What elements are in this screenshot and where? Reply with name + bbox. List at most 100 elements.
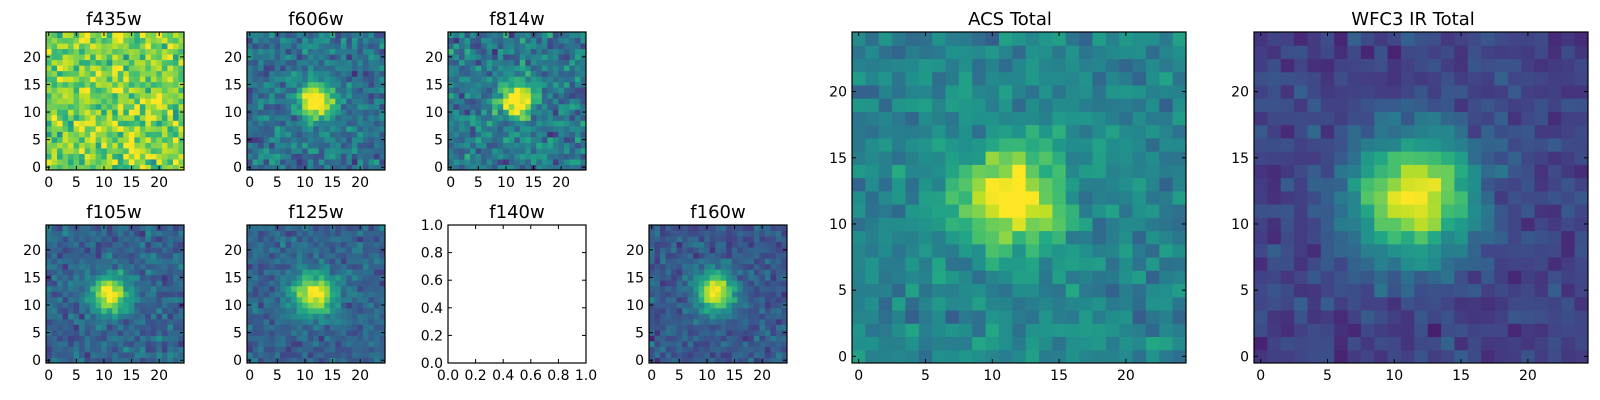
pixel-cell xyxy=(156,92,163,99)
pixel-cell xyxy=(291,164,298,171)
pixel-cell xyxy=(1441,230,1455,245)
pixel-cell xyxy=(547,109,554,116)
pixel-cell xyxy=(1105,45,1120,59)
pixel-cell xyxy=(547,158,554,165)
pixel-cell xyxy=(770,329,777,336)
pixel-cell xyxy=(1092,204,1107,218)
pixel-cell xyxy=(51,302,58,309)
pixel-cell xyxy=(106,252,113,259)
x-tick-label: 15 xyxy=(324,368,342,384)
pixel-cell xyxy=(357,247,364,254)
pixel-cell xyxy=(329,54,336,61)
pixel-cell xyxy=(346,98,353,105)
pixel-cell xyxy=(580,37,587,44)
pixel-cell xyxy=(945,164,960,179)
pixel-cell xyxy=(704,340,711,347)
pixel-cell xyxy=(508,32,515,39)
pixel-cell xyxy=(269,340,276,347)
pixel-cell xyxy=(1039,349,1053,364)
pixel-cell xyxy=(79,98,86,105)
pixel-cell xyxy=(167,54,174,61)
pixel-cell xyxy=(1065,296,1080,311)
pixel-cell xyxy=(156,109,163,116)
pixel-cell xyxy=(134,76,141,83)
pixel-cell xyxy=(90,285,97,292)
pixel-cell xyxy=(346,136,353,143)
pixel-cell xyxy=(368,285,375,292)
pixel-cell xyxy=(302,230,309,237)
pixel-cell xyxy=(274,280,281,287)
pixel-cell xyxy=(302,280,309,287)
pixel-cell xyxy=(123,241,130,248)
pixel-cell xyxy=(112,285,119,292)
pixel-cell xyxy=(508,92,515,99)
pixel-cell xyxy=(128,142,135,149)
pixel-cell xyxy=(258,158,265,165)
pixel-cell xyxy=(351,131,358,138)
pixel-cell xyxy=(274,269,281,276)
pixel-cell xyxy=(720,340,727,347)
pixel-cell xyxy=(274,120,281,127)
pixel-cell xyxy=(1145,204,1160,218)
pixel-cell xyxy=(552,125,559,132)
pixel-cell xyxy=(1467,204,1482,218)
pixel-cell xyxy=(514,48,521,55)
pixel-cell xyxy=(318,324,325,331)
pixel-cell xyxy=(1414,190,1429,205)
pixel-cell xyxy=(313,263,320,270)
pixel-cell xyxy=(156,81,163,88)
pixel-cell xyxy=(1547,310,1562,324)
pixel-cell xyxy=(660,258,667,265)
pixel-cell xyxy=(492,76,499,83)
pixel-cell xyxy=(1427,336,1442,351)
pixel-cell xyxy=(676,285,683,292)
pixel-cell xyxy=(1307,296,1322,311)
pixel-cell xyxy=(340,258,347,265)
pixel-cell xyxy=(892,84,906,99)
pixel-cell xyxy=(172,318,179,325)
pixel-cell xyxy=(117,48,124,55)
pixel-cell xyxy=(90,307,97,314)
pixel-cell xyxy=(1534,230,1549,245)
pixel-cell xyxy=(379,70,386,77)
pixel-cell xyxy=(569,114,576,121)
pixel-cell xyxy=(280,136,287,143)
pixel-cell xyxy=(1159,257,1174,271)
pixel-cell xyxy=(117,120,124,127)
pixel-cell xyxy=(519,125,526,132)
y-tick-label: 15 xyxy=(23,270,41,286)
pixel-cell xyxy=(676,258,683,265)
pixel-cell xyxy=(470,98,477,105)
pixel-cell xyxy=(1561,177,1576,192)
pixel-cell xyxy=(470,142,477,149)
pixel-cell xyxy=(1507,190,1522,205)
pixel-cell xyxy=(258,241,265,248)
pixel-cell xyxy=(167,114,174,121)
pixel-cell xyxy=(318,98,325,105)
pixel-cell xyxy=(475,136,482,143)
pixel-cell xyxy=(307,81,314,88)
pixel-cell xyxy=(280,65,287,72)
pixel-cell xyxy=(492,43,499,50)
pixel-cell xyxy=(972,71,987,86)
pixel-cell xyxy=(1119,124,1134,139)
pixel-cell xyxy=(580,98,587,105)
pixel-cell xyxy=(150,296,157,303)
pixel-cell xyxy=(481,65,488,72)
pixel-cell xyxy=(329,87,336,94)
pixel-cell xyxy=(569,103,576,110)
pixel-cell xyxy=(285,274,292,281)
pixel-cell xyxy=(51,274,58,281)
pixel-cell xyxy=(1065,98,1080,112)
pixel-cell xyxy=(698,296,705,303)
pixel-cell xyxy=(682,313,689,320)
pixel-cell xyxy=(307,247,314,254)
pixel-cell xyxy=(150,103,157,110)
pixel-cell xyxy=(357,263,364,270)
pixel-cell xyxy=(574,81,581,88)
pixel-cell xyxy=(852,349,866,364)
pixel-cell xyxy=(167,164,174,171)
pixel-cell xyxy=(1374,243,1389,258)
pixel-cell xyxy=(905,111,920,126)
pixel-cell xyxy=(351,302,358,309)
